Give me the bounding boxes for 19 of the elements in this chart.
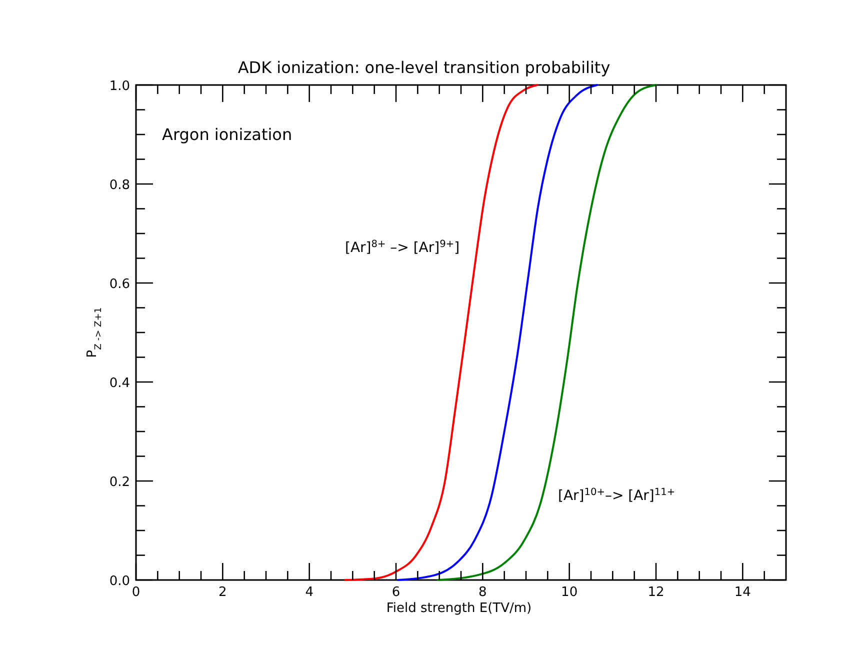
x-tick-label: 4: [305, 585, 314, 600]
annotation: Argon ionization: [162, 125, 292, 144]
x-tick-label: 14: [734, 585, 751, 600]
y-tick-label: 0.0: [109, 574, 130, 589]
x-tick-label: 12: [648, 585, 664, 600]
y-tick-label: 0.4: [109, 376, 130, 391]
x-tick-label: 0: [132, 585, 140, 600]
x-tick-label: 10: [561, 585, 578, 600]
chart-title: ADK ionization: one-level transition probability: [238, 58, 610, 77]
x-tick-label: 6: [392, 585, 400, 600]
x-tick-label: 2: [218, 585, 227, 600]
y-tick-label: 0.2: [109, 475, 130, 490]
annotation: [Ar]$^{8+}$ –> [Ar]$^{9+}$]: [345, 238, 460, 256]
y-tick-label: 1.0: [109, 79, 130, 94]
x-tick-label: 8: [478, 585, 487, 600]
y-tick-label: 0.8: [109, 178, 130, 193]
y-tick-label: 0.6: [109, 277, 130, 292]
x-axis-title: Field strength E(TV/m): [386, 601, 532, 616]
annotation: [Ar]$^{10+}$–> [Ar]$^{11+}$: [558, 486, 676, 504]
